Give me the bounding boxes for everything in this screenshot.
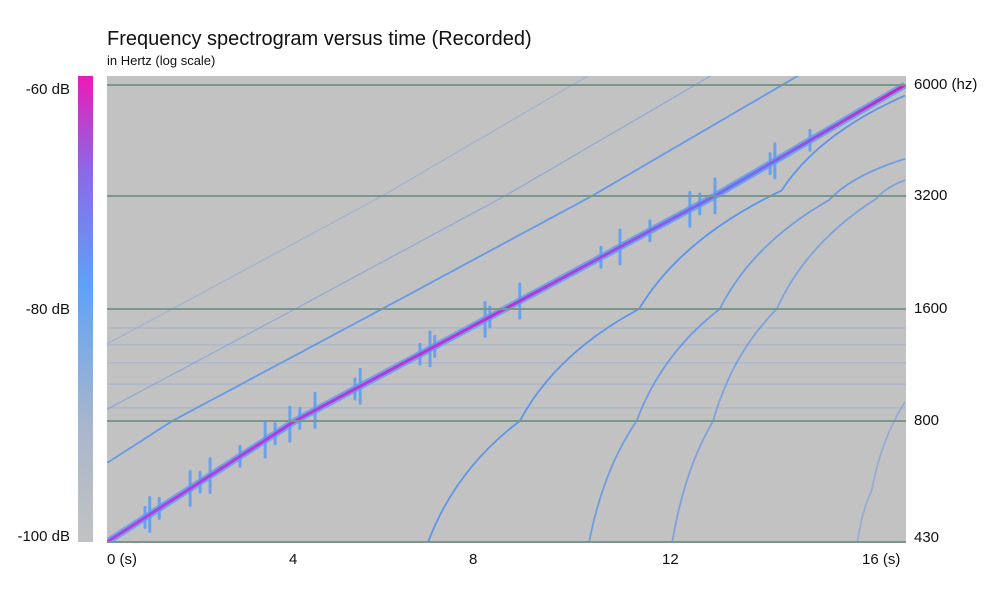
- y-tick-label: 3200: [914, 187, 948, 204]
- x-tick-label: 0 (s): [107, 551, 137, 568]
- chart-title: Frequency spectrogram versus time (Recor…: [107, 28, 532, 50]
- y-tick-label: 6000 (hz): [914, 76, 978, 93]
- aliased-curve: [856, 401, 906, 542]
- x-tick-label: 4: [289, 551, 298, 568]
- harmonic-line: [107, 76, 589, 345]
- y-tick-label: 800: [914, 412, 940, 429]
- colorbar-label-top: -60 dB: [25, 81, 70, 98]
- colorbar-label-mid: -80 dB: [25, 301, 70, 318]
- x-tick-label: 16 (s): [862, 551, 901, 568]
- chart-subtitle: in Hertz (log scale): [107, 53, 216, 68]
- colorbar-label-bottom: -100 dB: [17, 528, 70, 545]
- colorbar: [78, 76, 93, 542]
- y-tick-label: 430: [914, 529, 940, 546]
- harmonic-line: [107, 76, 800, 464]
- x-tick-label: 12: [662, 551, 679, 568]
- x-tick-label: 8: [469, 551, 478, 568]
- aliased-curve: [671, 179, 906, 542]
- y-tick-label: 1600: [914, 300, 948, 317]
